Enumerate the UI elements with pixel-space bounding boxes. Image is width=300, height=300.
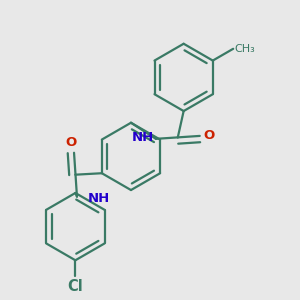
Text: O: O <box>203 129 214 142</box>
Text: NH: NH <box>132 131 154 144</box>
Text: O: O <box>65 136 77 149</box>
Text: Cl: Cl <box>68 279 83 294</box>
Text: CH₃: CH₃ <box>235 44 255 54</box>
Text: NH: NH <box>88 192 110 205</box>
